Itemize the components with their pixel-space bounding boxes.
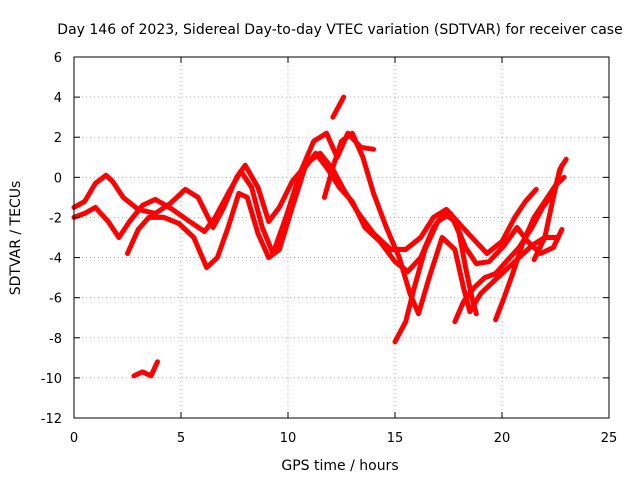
series-track-5 [392,210,479,345]
y-tick-label: -12 [41,412,62,427]
y-tick-label: 4 [54,91,62,106]
series-track-9 [330,94,347,120]
series-track-4 [321,130,561,317]
series-track-10 [131,359,160,379]
series-track-8 [531,156,569,263]
x-tick-label: 5 [177,431,185,446]
y-tick-label: 2 [54,131,62,146]
y-tick-label: -10 [41,372,62,387]
x-axis-label: GPS time / hours [281,458,398,474]
x-tick-label: 25 [601,431,618,446]
y-tick-label: -8 [49,332,62,347]
y-tick-label: 0 [54,171,62,186]
plot-frame [73,56,610,419]
data-series [71,94,569,379]
x-tick-label: 0 [70,431,78,446]
chart-title: Day 146 of 2023, Sidereal Day-to-day VTE… [57,22,622,38]
y-tick-label: -2 [49,211,62,226]
y-tick-label: -4 [49,252,62,267]
x-tick-label: 20 [494,431,511,446]
axis-ticks: 0 5 10 15 20 25 -12 -10 -8 -6 -4 -2 0 2 4 6 [41,51,618,446]
y-axis-label: SDTVAR / TECUs [8,181,24,296]
y-tick-label: -6 [49,292,62,307]
series-track-2 [71,130,377,256]
series-track-3 [125,150,565,275]
x-tick-label: 10 [280,431,297,446]
x-tick-label: 15 [387,431,404,446]
y-tick-label: 6 [54,51,62,66]
